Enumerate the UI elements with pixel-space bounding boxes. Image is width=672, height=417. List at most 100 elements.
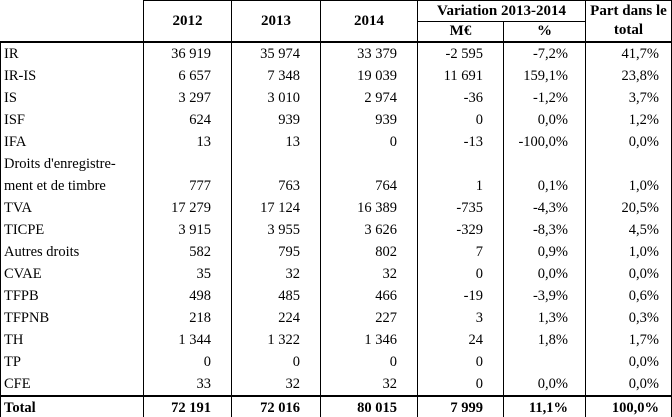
value-2012-cell: 0: [143, 351, 232, 373]
part-total-cell: 1,0%: [585, 153, 672, 197]
value-2013-cell: 224: [231, 307, 321, 329]
variation-me-cell: 7 999: [417, 395, 504, 417]
variation-me-cell: -19: [417, 285, 504, 307]
row-label-cell: TFPNB: [0, 307, 144, 329]
variation-pct-cell: 0,0%: [503, 109, 586, 131]
variation-me-cell: 3: [417, 307, 504, 329]
value-2014-cell: 80 015: [320, 395, 418, 417]
column-header-2014: 2014: [320, 0, 418, 43]
table-row: TFPB 498 485 466 -19 -3,9% 0,6%: [0, 285, 672, 307]
table-row: Autres droits 582 795 802 7 0,9% 1,0%: [0, 241, 672, 263]
variation-me-cell: -735: [417, 197, 504, 219]
part-total-cell: 0,6%: [585, 285, 672, 307]
value-2013-cell: 13: [231, 131, 321, 153]
variation-pct-cell: -1,2%: [503, 87, 586, 109]
variation-me-cell: 0: [417, 109, 504, 131]
value-2014-cell: 802: [320, 241, 418, 263]
value-2014-cell: 19 039: [320, 65, 418, 87]
value-2014-cell: 16 389: [320, 197, 418, 219]
value-2014-cell: 32: [320, 263, 418, 285]
part-total-cell: 0,3%: [585, 307, 672, 329]
row-label-cell: Droits d'enregistre- ment et de timbre: [0, 153, 144, 197]
variation-me-cell: 0: [417, 263, 504, 285]
row-label-cell: IR-IS: [0, 65, 144, 87]
value-2013-cell: 35 974: [231, 42, 321, 65]
value-2012-cell: 218: [143, 307, 232, 329]
variation-pct-cell: 0,0%: [503, 373, 586, 396]
value-2012-cell: 6 657: [143, 65, 232, 87]
value-2012-cell: 624: [143, 109, 232, 131]
table-row: CFE 33 32 32 0 0,0% 0,0%: [0, 373, 672, 396]
value-2014-cell: 3 626: [320, 219, 418, 241]
part-total-cell: 3,7%: [585, 87, 672, 109]
table-header: 2012 2013 2014 Variation 2013-2014 Part …: [0, 0, 672, 43]
value-2012-cell: 35: [143, 263, 232, 285]
table-row: TH 1 344 1 322 1 346 24 1,8% 1,7%: [0, 329, 672, 351]
value-2013-cell: 485: [231, 285, 321, 307]
value-2013-cell: 7 348: [231, 65, 321, 87]
table-body: IR 36 919 35 974 33 379 -2 595 -7,2% 41,7% IR-I…: [0, 42, 672, 417]
variation-pct-cell: -100,0%: [503, 131, 586, 153]
part-total-cell: 0,0%: [585, 351, 672, 373]
column-header-variation-me: M€: [417, 21, 504, 43]
row-label-cell: IFA: [0, 131, 144, 153]
value-2014-cell: 0: [320, 131, 418, 153]
table-row: IFA 13 13 0 -13 -100,0% 0,0%: [0, 131, 672, 153]
value-2013-cell: 763: [231, 153, 321, 197]
value-2012-cell: 36 919: [143, 42, 232, 65]
table-row: TVA 17 279 17 124 16 389 -735 -4,3% 20,5%: [0, 197, 672, 219]
row-label-cell: TFPB: [0, 285, 144, 307]
variation-pct-cell: -3,9%: [503, 285, 586, 307]
part-total-cell: 100,0%: [585, 395, 672, 417]
table-row: CVAE 35 32 32 0 0,0% 0,0%: [0, 263, 672, 285]
part-total-cell: 1,2%: [585, 109, 672, 131]
value-2013-cell: 1 322: [231, 329, 321, 351]
value-2013-cell: 17 124: [231, 197, 321, 219]
table-row: TFPNB 218 224 227 3 1,3% 0,3%: [0, 307, 672, 329]
column-header-2012: 2012: [143, 0, 232, 43]
value-2014-cell: 32: [320, 373, 418, 396]
variation-me-cell: -329: [417, 219, 504, 241]
value-2014-cell: 0: [320, 351, 418, 373]
table-row: IS 3 297 3 010 2 974 -36 -1,2% 3,7%: [0, 87, 672, 109]
table-row: Total 72 191 72 016 80 015 7 999 11,1% 100,0%: [0, 395, 672, 417]
row-label-cell: CVAE: [0, 263, 144, 285]
value-2013-cell: 939: [231, 109, 321, 131]
part-total-cell: 41,7%: [585, 42, 672, 65]
table-row: ISF 624 939 939 0 0,0% 1,2%: [0, 109, 672, 131]
table-row: TP 0 0 0 0 0,0%: [0, 351, 672, 373]
value-2014-cell: 1 346: [320, 329, 418, 351]
value-2012-cell: 1 344: [143, 329, 232, 351]
row-label-cell: IS: [0, 87, 144, 109]
table-row: Droits d'enregistre- ment et de timbre 77…: [0, 153, 672, 197]
row-label-cell: Autres droits: [0, 241, 144, 263]
value-2012-cell: 72 191: [143, 395, 232, 417]
variation-me-cell: -13: [417, 131, 504, 153]
row-label-cell: IR: [0, 42, 144, 65]
value-2012-cell: 498: [143, 285, 232, 307]
value-2013-cell: 72 016: [231, 395, 321, 417]
part-total-cell: 0,0%: [585, 131, 672, 153]
row-label-cell: CFE: [0, 373, 144, 396]
variation-me-cell: -2 595: [417, 42, 504, 65]
column-header-2013: 2013: [231, 0, 321, 43]
variation-pct-cell: 0,0%: [503, 263, 586, 285]
column-header-variation: Variation 2013-2014: [417, 0, 586, 22]
column-header-part-total: Part dans le total: [585, 0, 672, 43]
value-2014-cell: 33 379: [320, 42, 418, 65]
variation-pct-cell: -4,3%: [503, 197, 586, 219]
value-2012-cell: 13: [143, 131, 232, 153]
value-2013-cell: 32: [231, 263, 321, 285]
value-2012-cell: 17 279: [143, 197, 232, 219]
variation-me-cell: 1: [417, 153, 504, 197]
part-total-cell: 1,7%: [585, 329, 672, 351]
value-2013-cell: 32: [231, 373, 321, 396]
value-2014-cell: 227: [320, 307, 418, 329]
variation-pct-cell: 0,9%: [503, 241, 586, 263]
value-2012-cell: 3 915: [143, 219, 232, 241]
value-2014-cell: 939: [320, 109, 418, 131]
variation-pct-cell: 1,3%: [503, 307, 586, 329]
row-label-cell: Total: [0, 395, 144, 417]
value-2014-cell: 2 974: [320, 87, 418, 109]
